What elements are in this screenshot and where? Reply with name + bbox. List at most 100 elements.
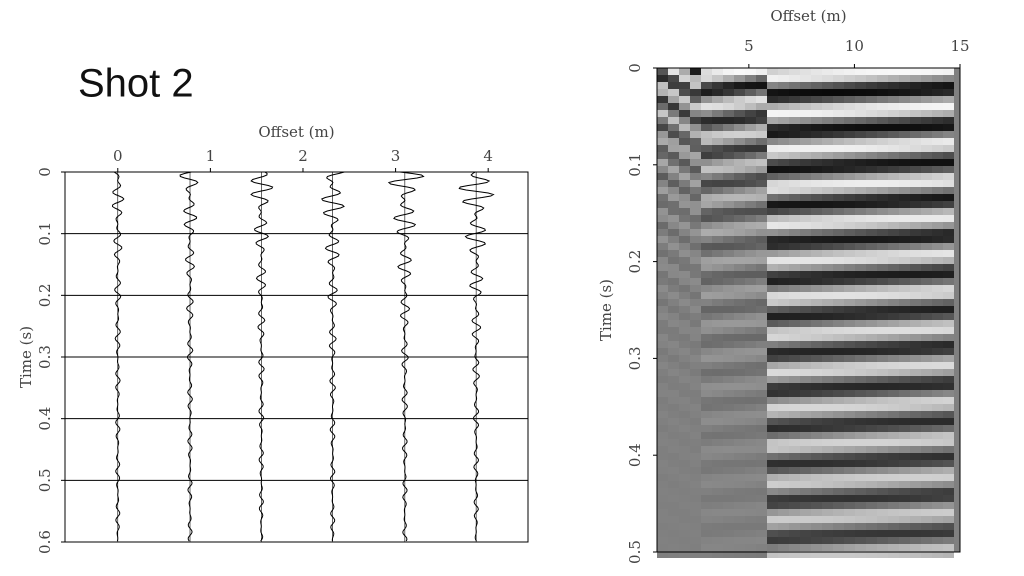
image-cell xyxy=(866,208,877,215)
image-cell xyxy=(932,229,943,236)
image-cell xyxy=(833,159,844,166)
image-cell xyxy=(877,509,888,516)
image-cell xyxy=(712,355,723,362)
image-cell xyxy=(745,544,756,551)
image-cell xyxy=(712,446,723,453)
image-cell xyxy=(668,439,679,446)
image-cell xyxy=(800,327,811,334)
image-cell xyxy=(690,383,701,390)
image-cell xyxy=(844,481,855,488)
image-cell xyxy=(844,82,855,89)
image-cell xyxy=(855,320,866,327)
image-cell xyxy=(734,299,745,306)
image-cell xyxy=(866,166,877,173)
image-cell xyxy=(822,271,833,278)
image-cell xyxy=(701,208,712,215)
image-cell xyxy=(789,474,800,481)
image-cell xyxy=(888,89,899,96)
image-cell xyxy=(943,327,954,334)
image-cell xyxy=(844,145,855,152)
image-cell xyxy=(734,306,745,313)
image-cell xyxy=(844,425,855,432)
image-cell xyxy=(833,334,844,341)
image-cell xyxy=(712,397,723,404)
image-cell xyxy=(888,502,899,509)
image-cell xyxy=(899,152,910,159)
image-cell xyxy=(899,250,910,257)
image-cell xyxy=(932,124,943,131)
image-cell xyxy=(822,152,833,159)
image-cell xyxy=(679,250,690,257)
image-cell xyxy=(811,271,822,278)
image-cell xyxy=(855,194,866,201)
image-cell xyxy=(767,299,778,306)
image-cell xyxy=(679,418,690,425)
image-cell xyxy=(679,68,690,75)
image-cell xyxy=(723,327,734,334)
image-cell xyxy=(899,432,910,439)
image-cell xyxy=(844,278,855,285)
image-cell xyxy=(712,509,723,516)
image-cell xyxy=(921,243,932,250)
y-tick-label: 0.6 xyxy=(36,530,54,554)
image-cell xyxy=(701,229,712,236)
image-cell xyxy=(811,418,822,425)
image-cell xyxy=(734,159,745,166)
image-cell xyxy=(943,467,954,474)
image-cell xyxy=(888,278,899,285)
image-cell xyxy=(778,187,789,194)
image-cell xyxy=(844,201,855,208)
image-cell xyxy=(668,75,679,82)
image-cell xyxy=(734,320,745,327)
image-cell xyxy=(811,89,822,96)
image-cell xyxy=(877,292,888,299)
image-cell xyxy=(899,159,910,166)
image-cell xyxy=(734,418,745,425)
image-cell xyxy=(899,488,910,495)
image-cell xyxy=(767,474,778,481)
image-cell xyxy=(899,460,910,467)
image-cell xyxy=(932,320,943,327)
image-cell xyxy=(723,173,734,180)
image-cell xyxy=(668,327,679,334)
image-cell xyxy=(745,509,756,516)
image-cell xyxy=(932,341,943,348)
image-cell xyxy=(745,334,756,341)
image-cell xyxy=(734,502,745,509)
image-cell xyxy=(888,439,899,446)
image-cell xyxy=(778,390,789,397)
image-cell xyxy=(712,537,723,544)
image-cell xyxy=(690,187,701,194)
image-cell xyxy=(657,453,668,460)
image-cell xyxy=(701,467,712,474)
image-cell xyxy=(910,502,921,509)
image-cell xyxy=(745,243,756,250)
image-cell xyxy=(756,138,767,145)
image-cell xyxy=(767,348,778,355)
image-cell xyxy=(668,243,679,250)
image-cell xyxy=(712,243,723,250)
image-cell xyxy=(723,411,734,418)
image-cell xyxy=(833,502,844,509)
image-cell xyxy=(756,285,767,292)
image-cell xyxy=(800,299,811,306)
image-cell xyxy=(756,215,767,222)
image-cell xyxy=(668,299,679,306)
image-cell xyxy=(811,159,822,166)
image-cell xyxy=(800,145,811,152)
image-cell xyxy=(811,509,822,516)
image-cell xyxy=(943,180,954,187)
image-cell xyxy=(822,516,833,523)
image-cell xyxy=(734,89,745,96)
image-cell xyxy=(723,369,734,376)
image-cell xyxy=(657,327,668,334)
image-cell xyxy=(723,89,734,96)
image-cell xyxy=(921,327,932,334)
image-cell xyxy=(811,425,822,432)
image-cell xyxy=(833,390,844,397)
image-cell xyxy=(888,271,899,278)
image-cell xyxy=(877,446,888,453)
image-cell xyxy=(723,523,734,530)
image-cell xyxy=(833,481,844,488)
image-cell xyxy=(756,145,767,152)
